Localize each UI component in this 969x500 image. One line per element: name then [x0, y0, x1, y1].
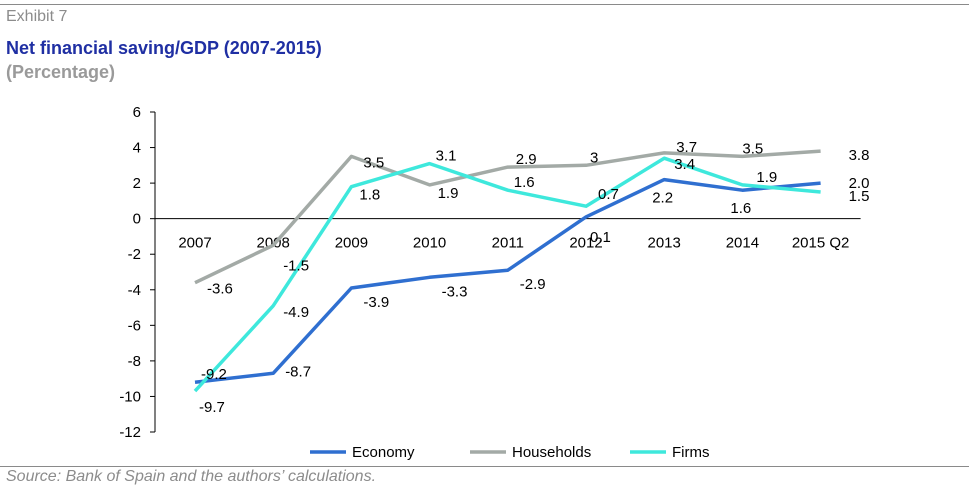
data-label-firms: 3.4 [674, 156, 695, 173]
exhibit-label: Exhibit 7 [6, 8, 68, 25]
data-label-economy: -8.7 [285, 363, 311, 380]
source-note: Source: Bank of Spain and the authors’ c… [6, 468, 377, 485]
y-tick-label: -4 [128, 282, 141, 299]
data-label-economy: 0.1 [590, 229, 611, 246]
y-tick-label: -10 [119, 388, 141, 405]
legend-label-households: Households [512, 444, 591, 461]
x-tick-label: 2015 Q2 [792, 235, 850, 252]
y-tick-label: -6 [128, 317, 141, 334]
data-label-households: -3.6 [207, 281, 233, 298]
data-label-economy: -9.2 [201, 366, 227, 383]
data-label-firms: -9.7 [199, 399, 225, 416]
y-tick-label: -2 [128, 246, 141, 263]
x-tick-label: 2014 [726, 235, 759, 252]
chart-title: Net financial saving/GDP (2007-2015) [6, 38, 322, 58]
data-label-households: 3.8 [849, 147, 870, 164]
bottom-rule [0, 466, 969, 467]
series-line-households [194, 149, 821, 285]
chart-subtitle: (Percentage) [6, 62, 116, 82]
data-label-households: -1.5 [283, 257, 309, 274]
y-tick-label: 4 [133, 140, 141, 157]
data-label-firms: 0.7 [598, 186, 619, 203]
data-label-firms: 1.9 [756, 169, 777, 186]
data-label-households: 3.5 [742, 140, 763, 157]
data-label-economy: -3.9 [363, 294, 389, 311]
x-tick-label: 2010 [413, 235, 446, 252]
data-label-economy: -3.3 [442, 283, 468, 300]
data-label-households: 3.7 [676, 139, 697, 156]
data-label-economy: 2.0 [849, 175, 870, 192]
data-label-economy: -2.9 [520, 276, 546, 293]
y-tick-label: -8 [128, 353, 141, 370]
data-label-households: 3.5 [363, 154, 384, 171]
data-label-firms: -4.9 [283, 304, 309, 321]
data-label-households: 2.9 [516, 151, 537, 168]
y-tick-label: 0 [133, 211, 141, 228]
legend-label-firms: Firms [672, 444, 710, 461]
x-tick-label: 2007 [178, 235, 211, 252]
x-tick-label: 2009 [335, 235, 368, 252]
top-rule [0, 4, 969, 5]
data-label-firms: 1.5 [849, 188, 870, 205]
data-label-households: 3 [590, 149, 598, 166]
data-label-firms: 3.1 [436, 148, 457, 165]
legend-label-economy: Economy [352, 444, 415, 461]
data-label-economy: 1.6 [730, 200, 751, 217]
y-tick-label: -12 [119, 424, 141, 441]
data-label-households: 1.9 [438, 185, 459, 202]
data-label-firms: 1.8 [359, 187, 380, 204]
y-tick-label: 2 [133, 175, 141, 192]
x-tick-label: 2013 [648, 235, 681, 252]
series-line-firms [193, 156, 821, 393]
data-label-firms: 1.6 [514, 174, 535, 191]
x-tick-label: 2012 [569, 235, 602, 252]
series-line-economy [194, 177, 821, 384]
data-label-economy: 2.2 [652, 190, 673, 207]
x-tick-label: 2011 [492, 235, 524, 252]
y-tick-label: 6 [133, 104, 141, 121]
